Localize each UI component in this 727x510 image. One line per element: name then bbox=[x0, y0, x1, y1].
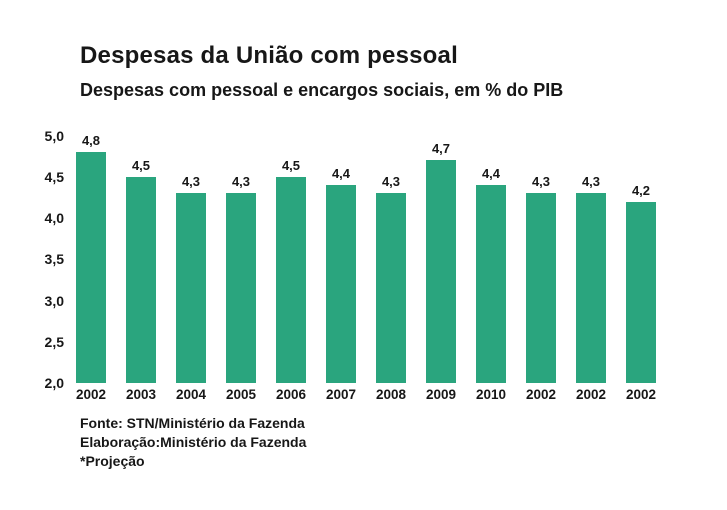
bar bbox=[226, 193, 256, 383]
elaboration-note: Elaboração:Ministério da Fazenda bbox=[80, 434, 307, 450]
x-axis-tick-label: 2006 bbox=[275, 387, 307, 402]
x-axis-tick-label: 2002 bbox=[525, 387, 557, 402]
source-note: Fonte: STN/Ministério da Fazenda bbox=[80, 415, 305, 431]
y-axis-tick-label: 3,0 bbox=[44, 292, 64, 309]
chart-title: Despesas da União com pessoal bbox=[80, 42, 458, 69]
y-axis-tick-label: 2,5 bbox=[44, 333, 64, 350]
bar bbox=[326, 185, 356, 383]
bar bbox=[76, 152, 106, 383]
bar-value-label: 4,2 bbox=[631, 182, 651, 198]
bar bbox=[176, 193, 206, 383]
x-axis-tick-label: 2010 bbox=[475, 387, 507, 402]
bar bbox=[276, 176, 306, 383]
bar bbox=[126, 176, 156, 383]
x-axis-tick-label: 2009 bbox=[425, 387, 457, 402]
bar-value-label: 4,7 bbox=[431, 141, 451, 157]
bar-value-label: 4,5 bbox=[281, 157, 301, 173]
y-axis-tick-label: 5,0 bbox=[44, 127, 64, 144]
bar bbox=[526, 193, 556, 383]
chart-footer: Fonte: STN/Ministério da Fazenda Elabora… bbox=[80, 414, 306, 471]
bar-value-label: 4,5 bbox=[131, 157, 151, 173]
y-axis-tick-label: 2,0 bbox=[44, 375, 64, 391]
bar bbox=[376, 193, 406, 383]
x-axis-tick-label: 2005 bbox=[225, 387, 257, 402]
y-axis-tick-label: 3,5 bbox=[44, 251, 64, 268]
x-axis-tick-label: 2003 bbox=[125, 387, 157, 402]
x-axis-tick-label: 2008 bbox=[375, 387, 407, 402]
x-axis-tick-label: 2004 bbox=[175, 387, 207, 402]
chart-subtitle: Despesas com pessoal e encargos sociais,… bbox=[80, 80, 564, 100]
bar-value-label: 4,3 bbox=[181, 174, 201, 190]
bar bbox=[626, 201, 656, 383]
bar-value-label: 4,4 bbox=[481, 166, 501, 181]
bar-value-label: 4,4 bbox=[331, 166, 351, 181]
x-axis-tick-label: 2002 bbox=[75, 387, 107, 402]
bar-value-label: 4,3 bbox=[231, 174, 251, 190]
bar-value-label: 4,3 bbox=[531, 174, 551, 190]
bar-value-label: 4,3 bbox=[381, 174, 401, 190]
y-axis-tick-label: 4,5 bbox=[44, 168, 64, 185]
bar bbox=[576, 193, 606, 383]
bar bbox=[426, 160, 456, 383]
x-axis-tick-label: 2007 bbox=[325, 387, 357, 402]
y-axis-tick-label: 4,0 bbox=[44, 210, 64, 226]
bar-value-label: 4,8 bbox=[81, 133, 101, 148]
bar-value-label: 4,3 bbox=[581, 174, 601, 190]
x-axis-tick-label: 2002 bbox=[625, 387, 657, 402]
x-axis-tick-label: 2002 bbox=[575, 387, 607, 402]
bar bbox=[476, 185, 506, 383]
projection-note: *Projeção bbox=[80, 453, 145, 469]
